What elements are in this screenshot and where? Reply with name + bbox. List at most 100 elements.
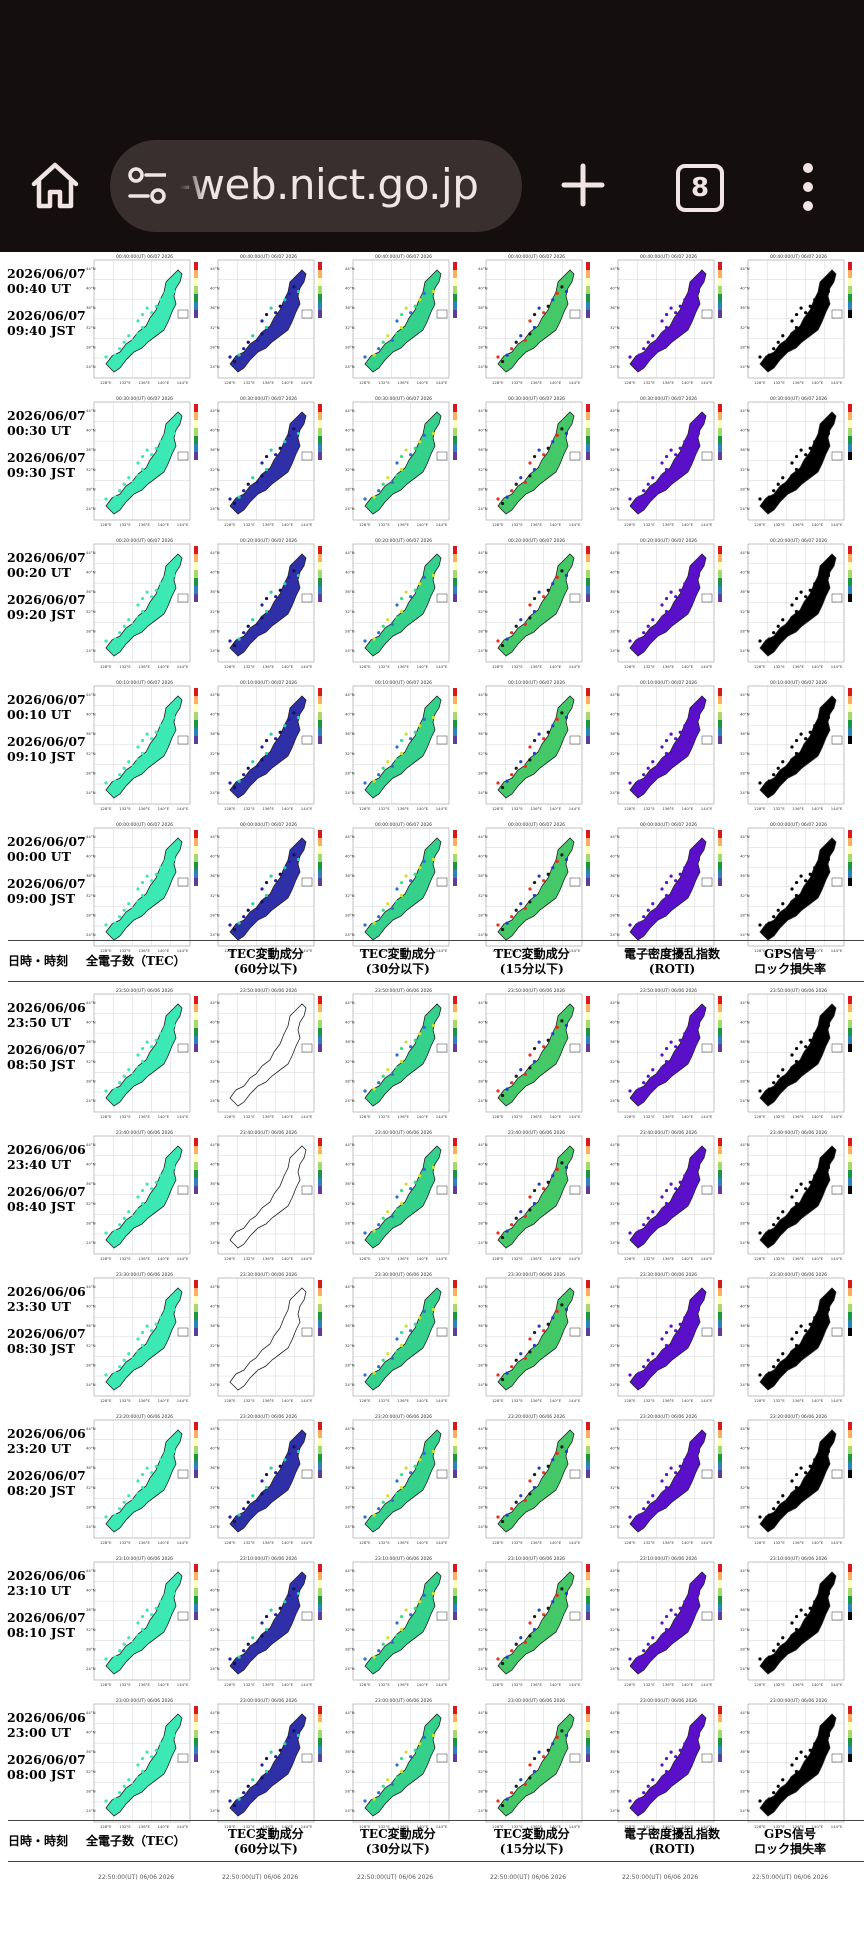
map-cell[interactable]: 00:00:00(UT) 06/07 2026 44°N 40°N 36°N 32°N 2… bbox=[86, 820, 208, 956]
map-cell[interactable]: 23:20:00(UT) 06/06 2026 44°N 40°N 36°N 32°N 2… bbox=[210, 1412, 332, 1548]
map-cell[interactable]: 00:30:00(UT) 06/07 2026 44°N 40°N 36°N 32°N 2… bbox=[610, 394, 732, 530]
map-cell[interactable]: 23:50:00(UT) 06/06 2026 44°N 40°N 36°N 32°N 2… bbox=[345, 986, 467, 1122]
map-cell[interactable]: 00:40:00(UT) 06/07 2026 44°N 40°N 36°N 32°N 2… bbox=[740, 252, 862, 388]
map-cell[interactable]: 23:00:00(UT) 06/06 2026 44°N 40°N 36°N 32°N 2… bbox=[86, 1696, 208, 1832]
svg-text:136°E: 136°E bbox=[792, 1114, 804, 1119]
map-cell[interactable]: 00:10:00(UT) 06/07 2026 44°N 40°N 36°N 32°N 2… bbox=[610, 678, 732, 814]
svg-text:144°E: 144°E bbox=[436, 1540, 448, 1545]
svg-text:36°N: 36°N bbox=[478, 1607, 488, 1612]
map-cell[interactable]: 23:30:00(UT) 06/06 2026 44°N 40°N 36°N 32°N 2… bbox=[478, 1270, 600, 1406]
map-cell[interactable]: 00:20:00(UT) 06/07 2026 44°N 40°N 36°N 32°N 2… bbox=[610, 536, 732, 672]
svg-text:40°N: 40°N bbox=[478, 1446, 488, 1451]
map-cell[interactable]: 23:40:00(UT) 06/06 2026 44°N 40°N 36°N 32°N 2… bbox=[210, 1128, 332, 1264]
map-cell[interactable]: 23:00:00(UT) 06/06 2026 44°N 40°N 36°N 32°N 2… bbox=[210, 1696, 332, 1832]
svg-text:132°E: 132°E bbox=[378, 1682, 390, 1687]
map-cell[interactable]: 23:10:00(UT) 06/06 2026 44°N 40°N 36°N 32°N 2… bbox=[740, 1554, 862, 1690]
map-cell[interactable]: 00:40:00(UT) 06/07 2026 44°N 40°N 36°N 32°N 2… bbox=[345, 252, 467, 388]
svg-text:40°N: 40°N bbox=[86, 1304, 96, 1309]
map-cell[interactable]: 23:20:00(UT) 06/06 2026 44°N 40°N 36°N 32°N 2… bbox=[345, 1412, 467, 1548]
map-cell[interactable]: 00:40:00(UT) 06/07 2026 44°N 40°N 36°N 32°N 2… bbox=[86, 252, 208, 388]
map-cell[interactable]: 00:10:00(UT) 06/07 2026 44°N 40°N 36°N 32°N 2… bbox=[740, 678, 862, 814]
map-cell[interactable]: 23:20:00(UT) 06/06 2026 44°N 40°N 36°N 32°N 2… bbox=[740, 1412, 862, 1548]
map-cell[interactable]: 23:20:00(UT) 06/06 2026 44°N 40°N 36°N 32°N 2… bbox=[610, 1412, 732, 1548]
svg-text:132°E: 132°E bbox=[243, 948, 255, 953]
map-cell[interactable]: 00:10:00(UT) 06/07 2026 44°N 40°N 36°N 32°N 2… bbox=[345, 678, 467, 814]
map-cell[interactable]: 23:30:00(UT) 06/06 2026 44°N 40°N 36°N 32°N 2… bbox=[610, 1270, 732, 1406]
address-bar[interactable]: -web.nict.go.jp bbox=[110, 140, 522, 232]
svg-text:24°N: 24°N bbox=[478, 1524, 488, 1529]
map-cell[interactable]: 23:40:00(UT) 06/06 2026 44°N 40°N 36°N 32°N 2… bbox=[740, 1128, 862, 1264]
svg-text:00:20:00(UT) 06/07 2026: 00:20:00(UT) 06/07 2026 bbox=[116, 538, 173, 544]
svg-text:40°N: 40°N bbox=[610, 428, 620, 433]
header-col: TEC変動成分 (60分以下) bbox=[228, 947, 304, 977]
svg-text:28°N: 28°N bbox=[610, 1220, 620, 1225]
svg-text:40°N: 40°N bbox=[478, 286, 488, 291]
tune-icon[interactable] bbox=[126, 166, 170, 206]
map-cell[interactable]: 23:10:00(UT) 06/06 2026 44°N 40°N 36°N 32°N 2… bbox=[345, 1554, 467, 1690]
header-line2: (30分以下) bbox=[365, 1842, 430, 1856]
svg-text:44°N: 44°N bbox=[478, 1568, 488, 1573]
plus-icon[interactable] bbox=[558, 160, 608, 210]
map-cell[interactable]: 00:10:00(UT) 06/07 2026 44°N 40°N 36°N 32°N 2… bbox=[478, 678, 600, 814]
map-cell[interactable]: 23:00:00(UT) 06/06 2026 44°N 40°N 36°N 32°N 2… bbox=[345, 1696, 467, 1832]
more-vert-icon[interactable] bbox=[796, 160, 820, 214]
map-cell[interactable]: 23:30:00(UT) 06/06 2026 44°N 40°N 36°N 32°N 2… bbox=[345, 1270, 467, 1406]
map-cell[interactable]: 00:00:00(UT) 06/07 2026 44°N 40°N 36°N 32°N 2… bbox=[610, 820, 732, 956]
map-cell[interactable]: 23:30:00(UT) 06/06 2026 44°N 40°N 36°N 32°N 2… bbox=[86, 1270, 208, 1406]
map-cell[interactable]: 00:30:00(UT) 06/07 2026 44°N 40°N 36°N 32°N 2… bbox=[210, 394, 332, 530]
map-cell[interactable]: 23:50:00(UT) 06/06 2026 44°N 40°N 36°N 32°N 2… bbox=[210, 986, 332, 1122]
map-cell[interactable]: 23:30:00(UT) 06/06 2026 44°N 40°N 36°N 32°N 2… bbox=[210, 1270, 332, 1406]
map-cell[interactable]: 23:20:00(UT) 06/06 2026 44°N 40°N 36°N 32°N 2… bbox=[86, 1412, 208, 1548]
map-cell[interactable]: 23:10:00(UT) 06/06 2026 44°N 40°N 36°N 32°N 2… bbox=[210, 1554, 332, 1690]
map-cell[interactable]: 00:30:00(UT) 06/07 2026 44°N 40°N 36°N 32°N 2… bbox=[478, 394, 600, 530]
map-cell[interactable]: 23:00:00(UT) 06/06 2026 44°N 40°N 36°N 32°N 2… bbox=[740, 1696, 862, 1832]
map-cell[interactable]: 00:40:00(UT) 06/07 2026 44°N 40°N 36°N 32°N 2… bbox=[210, 252, 332, 388]
map-cell[interactable]: 00:40:00(UT) 06/07 2026 44°N 40°N 36°N 32°N 2… bbox=[478, 252, 600, 388]
map-cell[interactable]: 23:50:00(UT) 06/06 2026 44°N 40°N 36°N 32°N 2… bbox=[86, 986, 208, 1122]
svg-text:140°E: 140°E bbox=[417, 522, 429, 527]
map-cell[interactable]: 23:30:00(UT) 06/06 2026 44°N 40°N 36°N 32°N 2… bbox=[740, 1270, 862, 1406]
svg-text:44°N: 44°N bbox=[478, 1142, 488, 1147]
tabs-icon[interactable]: 8 bbox=[676, 164, 724, 212]
map-cell[interactable]: 00:10:00(UT) 06/07 2026 44°N 40°N 36°N 32°N 2… bbox=[86, 678, 208, 814]
map-cell[interactable]: 23:10:00(UT) 06/06 2026 44°N 40°N 36°N 32°N 2… bbox=[610, 1554, 732, 1690]
map-cell[interactable]: 00:40:00(UT) 06/07 2026 44°N 40°N 36°N 32°N 2… bbox=[610, 252, 732, 388]
map-cell[interactable]: 00:20:00(UT) 06/07 2026 44°N 40°N 36°N 32°N 2… bbox=[345, 536, 467, 672]
map-cell[interactable]: 00:20:00(UT) 06/07 2026 44°N 40°N 36°N 32°N 2… bbox=[740, 536, 862, 672]
svg-text:140°E: 140°E bbox=[417, 948, 429, 953]
map-cell[interactable]: 00:00:00(UT) 06/07 2026 44°N 40°N 36°N 32°N 2… bbox=[478, 820, 600, 956]
map-cell[interactable]: 00:10:00(UT) 06/07 2026 44°N 40°N 36°N 32°N 2… bbox=[210, 678, 332, 814]
svg-text:36°N: 36°N bbox=[210, 1749, 220, 1754]
map-cell[interactable]: 00:20:00(UT) 06/07 2026 44°N 40°N 36°N 32°N 2… bbox=[210, 536, 332, 672]
svg-text:132°E: 132°E bbox=[119, 1682, 131, 1687]
map-cell[interactable]: 23:50:00(UT) 06/06 2026 44°N 40°N 36°N 32°N 2… bbox=[740, 986, 862, 1122]
map-cell[interactable]: 23:50:00(UT) 06/06 2026 44°N 40°N 36°N 32°N 2… bbox=[610, 986, 732, 1122]
map-cell[interactable]: 23:10:00(UT) 06/06 2026 44°N 40°N 36°N 32°N 2… bbox=[478, 1554, 600, 1690]
svg-text:32°N: 32°N bbox=[610, 609, 620, 614]
map-cell[interactable]: 00:30:00(UT) 06/07 2026 44°N 40°N 36°N 32°N 2… bbox=[86, 394, 208, 530]
map-cell[interactable]: 23:40:00(UT) 06/06 2026 44°N 40°N 36°N 32°N 2… bbox=[610, 1128, 732, 1264]
svg-text:136°E: 136°E bbox=[138, 1398, 150, 1403]
svg-text:44°N: 44°N bbox=[740, 408, 750, 413]
map-cell[interactable]: 00:00:00(UT) 06/07 2026 44°N 40°N 36°N 32°N 2… bbox=[345, 820, 467, 956]
map-cell[interactable]: 23:00:00(UT) 06/06 2026 44°N 40°N 36°N 32°N 2… bbox=[478, 1696, 600, 1832]
map-tec15: 23:40:00(UT) 06/06 2026 44°N 40°N 36°N 32°N 2… bbox=[478, 1130, 590, 1261]
map-cell[interactable]: 00:20:00(UT) 06/07 2026 44°N 40°N 36°N 32°N 2… bbox=[86, 536, 208, 672]
map-cell[interactable]: 00:20:00(UT) 06/07 2026 44°N 40°N 36°N 32°N 2… bbox=[478, 536, 600, 672]
svg-text:36°N: 36°N bbox=[86, 1039, 96, 1044]
map-cell[interactable]: 00:30:00(UT) 06/07 2026 44°N 40°N 36°N 32°N 2… bbox=[345, 394, 467, 530]
map-cell[interactable]: 00:00:00(UT) 06/07 2026 44°N 40°N 36°N 32°N 2… bbox=[210, 820, 332, 956]
map-cell[interactable]: 00:30:00(UT) 06/07 2026 44°N 40°N 36°N 32°N 2… bbox=[740, 394, 862, 530]
svg-text:32°N: 32°N bbox=[478, 1059, 488, 1064]
map-cell[interactable]: 23:00:00(UT) 06/06 2026 44°N 40°N 36°N 32°N 2… bbox=[610, 1696, 732, 1832]
svg-text:136°E: 136°E bbox=[530, 948, 542, 953]
map-cell[interactable]: 23:10:00(UT) 06/06 2026 44°N 40°N 36°N 32°N 2… bbox=[86, 1554, 208, 1690]
map-cell[interactable]: 23:40:00(UT) 06/06 2026 44°N 40°N 36°N 32°N 2… bbox=[478, 1128, 600, 1264]
map-cell[interactable]: 23:50:00(UT) 06/06 2026 44°N 40°N 36°N 32°N 2… bbox=[478, 986, 600, 1122]
header-col: 全電子数（TEC） bbox=[86, 954, 186, 969]
map-cell[interactable]: 23:20:00(UT) 06/06 2026 44°N 40°N 36°N 32°N 2… bbox=[478, 1412, 600, 1548]
map-cell[interactable]: 23:40:00(UT) 06/06 2026 44°N 40°N 36°N 32°N 2… bbox=[345, 1128, 467, 1264]
map-cell[interactable]: 23:40:00(UT) 06/06 2026 44°N 40°N 36°N 32°N 2… bbox=[86, 1128, 208, 1264]
map-cell[interactable]: 00:00:00(UT) 06/07 2026 44°N 40°N 36°N 32°N 2… bbox=[740, 820, 862, 956]
home-icon[interactable] bbox=[28, 158, 82, 212]
